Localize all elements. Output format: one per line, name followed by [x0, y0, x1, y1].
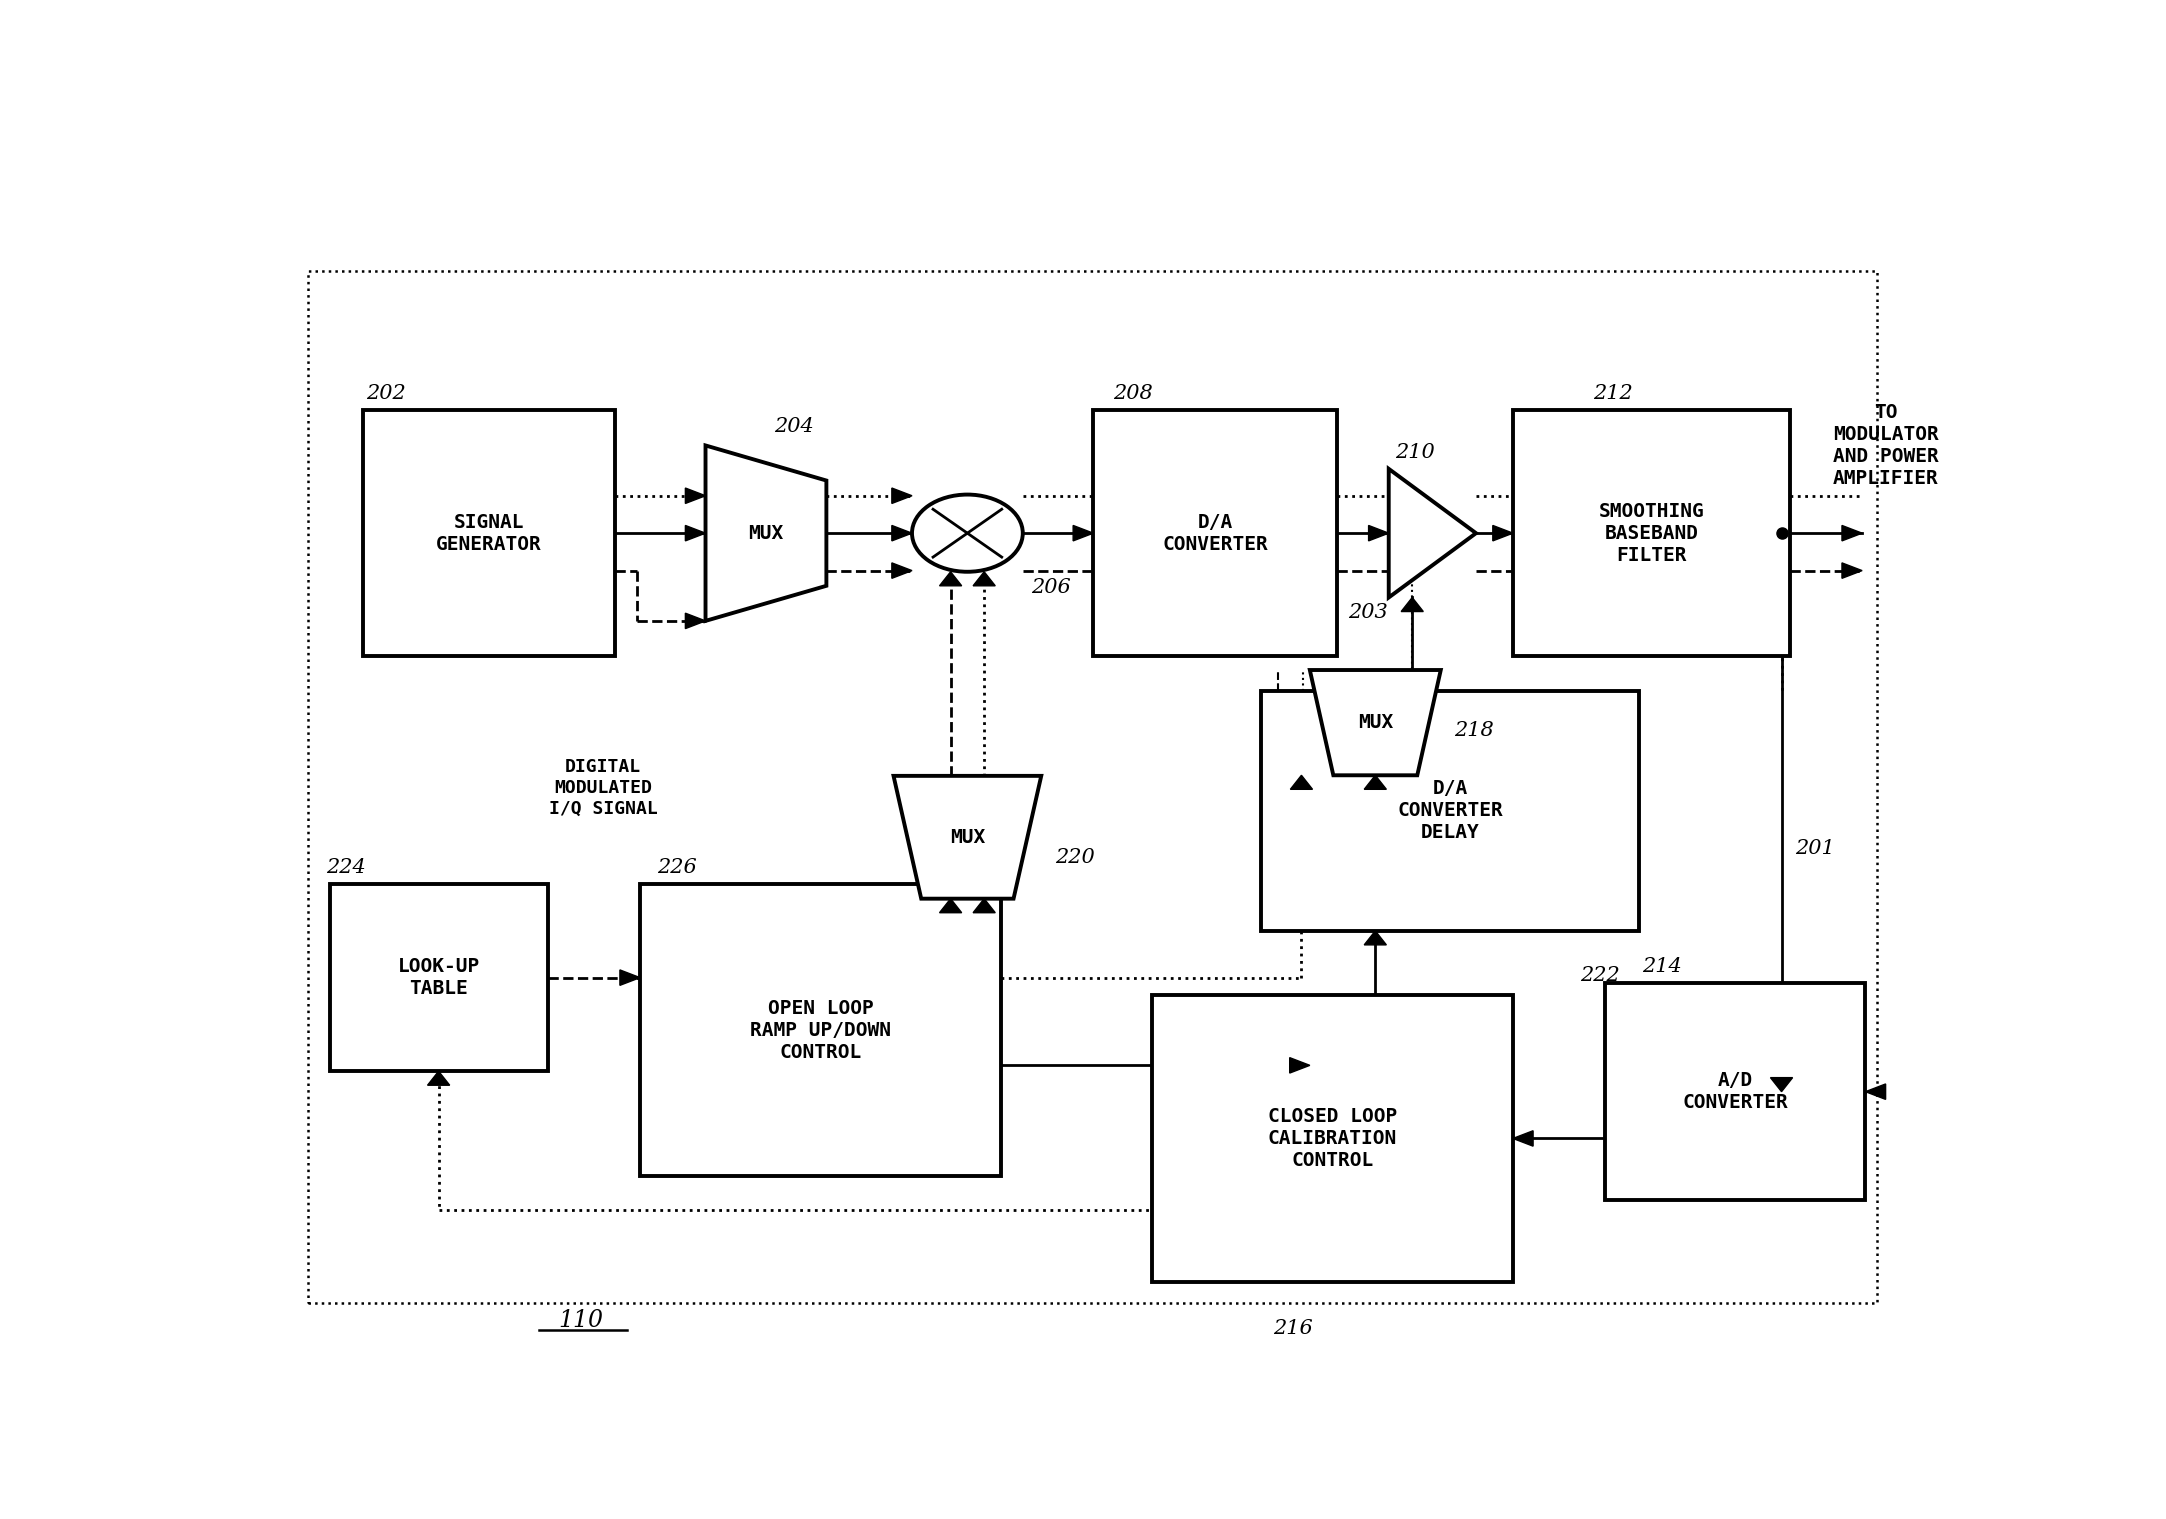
Polygon shape — [1072, 526, 1094, 541]
Bar — [1605, 983, 1865, 1200]
Text: 204: 204 — [775, 418, 814, 436]
Text: MUX: MUX — [1358, 712, 1393, 732]
Text: MUX: MUX — [949, 828, 986, 846]
Polygon shape — [973, 899, 994, 913]
Polygon shape — [892, 526, 912, 541]
Bar — [1094, 410, 1336, 656]
Polygon shape — [1310, 670, 1440, 775]
Bar — [308, 272, 1878, 1303]
Text: 226: 226 — [656, 858, 697, 876]
Text: 201: 201 — [1796, 840, 1835, 858]
Text: SIGNAL
GENERATOR: SIGNAL GENERATOR — [435, 513, 542, 553]
Polygon shape — [684, 614, 706, 629]
Polygon shape — [1291, 775, 1313, 790]
Polygon shape — [1365, 931, 1386, 945]
Text: DIGITAL
MODULATED
I/Q SIGNAL: DIGITAL MODULATED I/Q SIGNAL — [548, 758, 658, 817]
Polygon shape — [1865, 1085, 1887, 1100]
Polygon shape — [427, 1071, 451, 1085]
Text: 210: 210 — [1395, 444, 1436, 462]
Text: LOOK-UP
TABLE: LOOK-UP TABLE — [399, 957, 479, 998]
Polygon shape — [940, 571, 962, 586]
Polygon shape — [1401, 597, 1423, 612]
Text: 208: 208 — [1113, 384, 1152, 404]
Text: A/D
CONVERTER: A/D CONVERTER — [1683, 1071, 1789, 1112]
Polygon shape — [684, 488, 706, 503]
Text: 203: 203 — [1349, 603, 1388, 623]
Text: 206: 206 — [1031, 579, 1070, 597]
Text: 212: 212 — [1594, 384, 1633, 404]
Polygon shape — [1388, 469, 1475, 597]
Bar — [641, 884, 1001, 1176]
Polygon shape — [619, 971, 641, 986]
Polygon shape — [1512, 1130, 1534, 1147]
Polygon shape — [1369, 526, 1388, 541]
Polygon shape — [892, 488, 912, 503]
Text: 218: 218 — [1453, 722, 1495, 740]
Polygon shape — [1365, 775, 1386, 790]
Polygon shape — [706, 445, 827, 621]
Bar — [1512, 410, 1789, 656]
Bar — [364, 410, 615, 656]
Text: 214: 214 — [1642, 957, 1683, 977]
Text: 224: 224 — [327, 858, 366, 876]
Polygon shape — [1289, 1057, 1310, 1072]
Text: D/A
CONVERTER
DELAY: D/A CONVERTER DELAY — [1397, 779, 1503, 843]
Text: 216: 216 — [1274, 1318, 1313, 1338]
Text: 202: 202 — [366, 384, 407, 404]
Text: SMOOTHING
BASEBAND
FILTER: SMOOTHING BASEBAND FILTER — [1599, 501, 1705, 565]
Polygon shape — [1841, 564, 1863, 579]
Text: OPEN LOOP
RAMP UP/DOWN
CONTROL: OPEN LOOP RAMP UP/DOWN CONTROL — [749, 1000, 890, 1062]
Bar — [329, 884, 548, 1071]
Polygon shape — [895, 776, 1042, 899]
Polygon shape — [973, 571, 994, 586]
Text: CLOSED LOOP
CALIBRATION
CONTROL: CLOSED LOOP CALIBRATION CONTROL — [1267, 1107, 1397, 1170]
Text: 222: 222 — [1579, 966, 1620, 984]
Polygon shape — [940, 899, 962, 913]
Circle shape — [912, 495, 1022, 571]
Bar — [1261, 691, 1640, 931]
Text: MUX: MUX — [747, 524, 784, 542]
Bar — [1152, 995, 1514, 1282]
Polygon shape — [892, 564, 912, 579]
Polygon shape — [1841, 526, 1863, 541]
Polygon shape — [1492, 526, 1512, 541]
Text: D/A
CONVERTER: D/A CONVERTER — [1163, 513, 1267, 553]
Text: TO
MODULATOR
AND POWER
AMPLIFIER: TO MODULATOR AND POWER AMPLIFIER — [1832, 403, 1939, 488]
Text: 110: 110 — [559, 1309, 604, 1332]
Polygon shape — [1770, 1077, 1793, 1092]
Text: 220: 220 — [1055, 848, 1094, 866]
Polygon shape — [684, 526, 706, 541]
